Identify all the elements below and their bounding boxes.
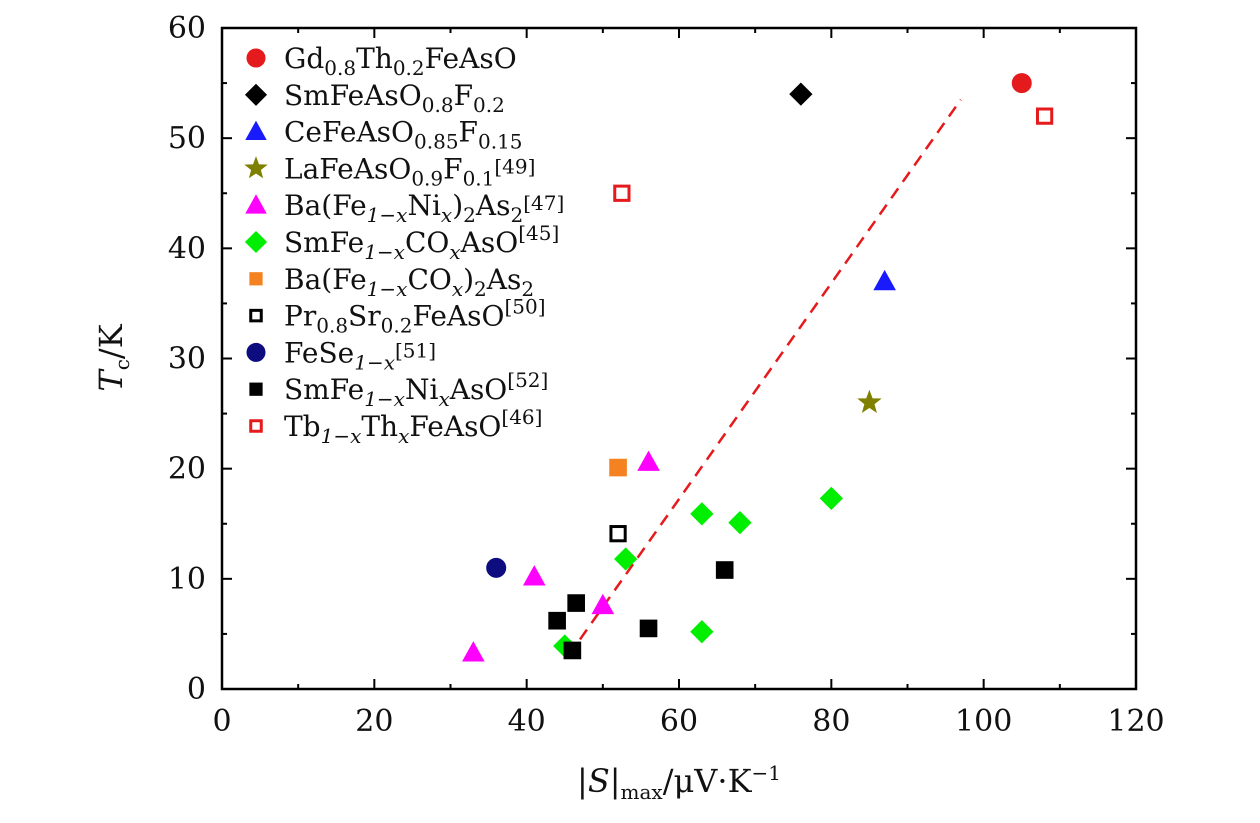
legend-label: FeSe1−x[51]	[284, 336, 436, 374]
legend-marker	[245, 120, 267, 141]
y-axis-title: Tc/K	[92, 323, 134, 391]
legend-label: Ba(Fe1−xNix)2As2[47]	[284, 189, 564, 227]
legend-item: Gd0.8Th0.2FeAsO	[246, 42, 517, 80]
y-tick-label: 10	[168, 562, 206, 597]
data-point	[819, 486, 843, 511]
x-tick-label: 40	[508, 704, 546, 739]
y-tick-label: 50	[168, 121, 206, 156]
data-point	[609, 458, 627, 477]
legend-label: CeFeAsO0.85F0.15	[284, 116, 523, 154]
legend-label: SmFeAsO0.8F0.2	[284, 79, 505, 117]
data-point	[690, 502, 714, 526]
x-tick-label: 100	[955, 704, 1012, 739]
legend-marker	[246, 48, 266, 68]
data-point	[789, 82, 813, 106]
y-tick-label: 30	[168, 342, 206, 377]
data-point	[873, 269, 896, 291]
legend-marker	[249, 272, 263, 286]
legend-marker	[249, 419, 263, 433]
data-point	[548, 611, 566, 630]
legend-marker	[244, 83, 268, 106]
data-point	[614, 547, 638, 571]
data-point	[728, 511, 752, 535]
data-point	[1011, 73, 1032, 94]
legend: Gd0.8Th0.2FeAsOSmFeAsO0.8F0.2CeFeAsO0.85…	[244, 42, 564, 448]
data-point	[637, 450, 660, 471]
data-points	[462, 73, 1054, 662]
legend-item: FeSe1−x[51]	[246, 336, 436, 374]
data-point	[522, 565, 546, 586]
fit-line	[578, 98, 962, 641]
x-axis-title: |S|max/μV·K−1	[577, 761, 781, 804]
legend-item: Ba(Fe1−xNix)2As2[47]	[245, 189, 564, 227]
legend-label: SmFe1−xNixAsO[52]	[284, 368, 548, 411]
x-tick-label: 80	[812, 704, 850, 739]
data-point	[486, 557, 507, 578]
legend-item: Tb1−xThxFeAsO[46]	[249, 405, 542, 448]
legend-label: LaFeAsO0.9F0.1[49]	[284, 152, 535, 190]
legend-item: CeFeAsO0.85F0.15	[245, 116, 523, 154]
x-tick-label: 0	[212, 704, 231, 739]
legend-item: SmFeAsO0.8F0.2	[244, 79, 505, 117]
y-tick-label: 20	[168, 452, 206, 487]
legend-label: SmFe1−xCOxAsO[45]	[284, 221, 559, 264]
legend-label: Tb1−xThxFeAsO[46]	[284, 405, 542, 448]
legend-label: Gd0.8Th0.2FeAsO	[284, 42, 517, 80]
y-tick-label: 60	[168, 11, 206, 46]
legend-item: SmFe1−xCOxAsO[45]	[244, 221, 559, 264]
data-point	[715, 561, 734, 579]
x-tick-label: 60	[660, 704, 698, 739]
legend-item: LaFeAsO0.9F0.1[49]	[244, 152, 535, 190]
legend-marker	[244, 230, 268, 254]
data-point	[567, 594, 585, 612]
data-point	[639, 619, 658, 638]
x-tick-label: 20	[355, 704, 393, 739]
data-point	[462, 641, 485, 662]
legend-marker	[246, 342, 266, 362]
x-tick-label: 120	[1107, 704, 1164, 739]
data-point	[1035, 107, 1054, 125]
data-point	[690, 620, 714, 644]
data-point	[609, 525, 627, 543]
legend-marker	[249, 382, 263, 396]
y-tick-label: 40	[168, 231, 206, 266]
legend-item: Pr0.8Sr0.2FeAsO[50]	[249, 295, 546, 338]
legend-item: Ba(Fe1−xCOx)2As2	[249, 263, 534, 301]
axis-ticks: 0 20 40 60 80 100 120 0 10 20 30 40 50 60	[168, 11, 1165, 739]
data-point	[591, 593, 615, 615]
data-point	[857, 389, 882, 413]
y-tick-label: 0	[187, 672, 206, 707]
legend-item: SmFe1−xNixAsO[52]	[249, 368, 548, 411]
legend-marker	[245, 194, 267, 214]
legend-label: Ba(Fe1−xCOx)2As2	[284, 263, 534, 301]
legend-label: Pr0.8Sr0.2FeAsO[50]	[284, 295, 546, 338]
legend-marker	[249, 308, 263, 323]
legend-marker	[244, 156, 268, 179]
fit-line-layer	[578, 98, 962, 641]
data-point	[613, 184, 631, 202]
data-point	[563, 641, 582, 660]
